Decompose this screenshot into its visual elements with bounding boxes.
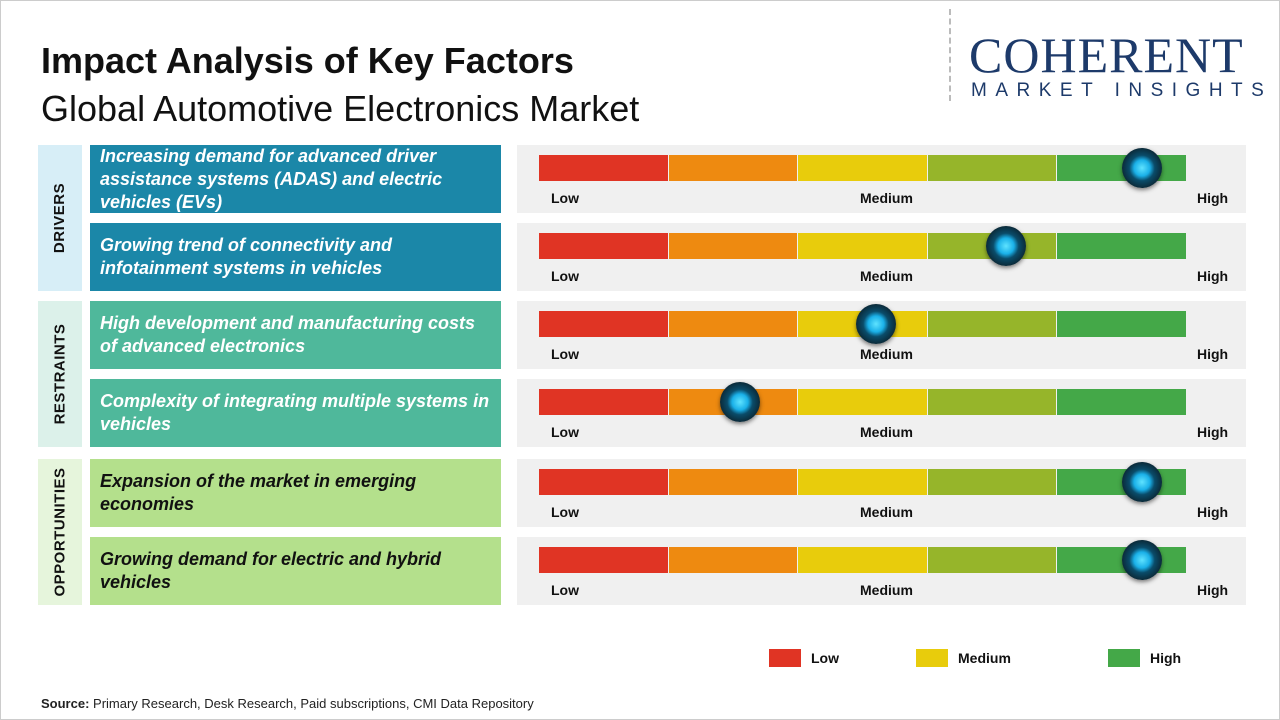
group-name: RESTRAINTS xyxy=(51,323,68,425)
logo: COHERENT xyxy=(969,27,1244,83)
scale-label: Low xyxy=(551,268,579,284)
impact-marker xyxy=(855,304,896,344)
impact-gauge: Low Medium High xyxy=(517,223,1246,291)
legend-swatch xyxy=(916,649,948,667)
scale-label: Low xyxy=(551,190,579,206)
gauge-segment xyxy=(927,155,1057,181)
scale-label: Low xyxy=(551,504,579,520)
page-subtitle: Global Automotive Electronics Market xyxy=(41,88,640,129)
gauge-segment xyxy=(927,469,1057,495)
scale-label: High xyxy=(1197,346,1229,362)
legend-swatch xyxy=(769,649,801,667)
factor-text: Growing demand for electric and hybrid v… xyxy=(90,537,501,605)
source-label: Source: xyxy=(41,696,90,711)
gauge-segment xyxy=(1057,311,1186,337)
factor-text: High development and manufacturing costs… xyxy=(90,301,501,369)
gauge-segment xyxy=(668,155,798,181)
impact-marker xyxy=(1121,148,1162,188)
gauge-segment xyxy=(539,233,668,259)
gauge-segment xyxy=(927,311,1057,337)
group-label-opportunities: OPPORTUNITIES xyxy=(38,459,82,605)
legend-swatch xyxy=(1108,649,1140,667)
gauge-segment xyxy=(668,469,798,495)
factor-text: Complexity of integrating multiple syste… xyxy=(90,379,501,447)
group-name: DRIVERS xyxy=(51,182,68,254)
gauge-segment xyxy=(798,233,927,259)
source-text: Primary Research, Desk Research, Paid su… xyxy=(89,696,534,711)
scale-label: Low xyxy=(551,424,579,440)
impact-gauge: Low Medium High xyxy=(517,379,1246,447)
impact-gauge: Low Medium High xyxy=(517,145,1246,213)
logo-tagline: MARKET INSIGHTS xyxy=(971,80,1273,101)
scale-label: High xyxy=(1197,268,1229,284)
scale-label: Low xyxy=(551,346,579,362)
group-label-restraints: RESTRAINTS xyxy=(38,301,82,447)
legend-label: Medium xyxy=(958,650,1011,666)
gauge-segment xyxy=(668,233,798,259)
impact-marker xyxy=(985,226,1026,266)
page-title: Impact Analysis of Key Factors xyxy=(41,40,574,81)
group-label-drivers: DRIVERS xyxy=(38,145,82,291)
scale-label: Medium xyxy=(860,190,913,206)
factor-text: Growing trend of connectivity and infota… xyxy=(90,223,501,291)
impact-marker xyxy=(1121,462,1162,502)
scale-label: High xyxy=(1197,424,1229,440)
impact-gauge: Low Medium High xyxy=(517,301,1246,369)
gauge-segment xyxy=(798,547,927,573)
gauge-segment xyxy=(539,469,668,495)
group-name: OPPORTUNITIES xyxy=(51,467,69,597)
scale-label: High xyxy=(1197,582,1229,598)
gauge-segment xyxy=(539,155,668,181)
scale-label: Medium xyxy=(860,504,913,520)
scale-label: Medium xyxy=(860,424,913,440)
impact-marker xyxy=(719,382,760,422)
legend-label: High xyxy=(1150,650,1182,666)
legend-label: Low xyxy=(811,650,839,666)
gauge-segment xyxy=(927,389,1057,415)
gauge-segment xyxy=(539,547,668,573)
gauge-segment xyxy=(798,469,927,495)
factor-text: Increasing demand for advanced driver as… xyxy=(90,145,501,213)
logo-divider xyxy=(949,9,951,101)
gauge-segment xyxy=(1057,389,1186,415)
factor-text: Expansion of the market in emerging econ… xyxy=(90,459,501,527)
legend-item: High xyxy=(1108,649,1181,667)
source-note: Source: Primary Research, Desk Research,… xyxy=(41,696,534,712)
scale-label: High xyxy=(1197,504,1229,520)
gauge-segment xyxy=(798,155,927,181)
scale-label: Medium xyxy=(860,582,913,598)
gauge-segment xyxy=(927,547,1057,573)
gauge-segment xyxy=(539,311,668,337)
impact-gauge: Low Medium High xyxy=(517,537,1246,605)
gauge-segment xyxy=(539,389,668,415)
legend-item: Medium xyxy=(916,649,1011,667)
gauge-segment xyxy=(668,547,798,573)
gauge-segment xyxy=(668,311,798,337)
scale-label: Medium xyxy=(860,346,913,362)
impact-marker xyxy=(1121,540,1162,580)
scale-label: Medium xyxy=(860,268,913,284)
legend-item: Low xyxy=(769,649,839,667)
impact-gauge: Low Medium High xyxy=(517,459,1246,527)
scale-label: High xyxy=(1197,190,1229,206)
gauge-segment xyxy=(798,389,927,415)
gauge-segment xyxy=(1057,233,1186,259)
scale-label: Low xyxy=(551,582,579,598)
